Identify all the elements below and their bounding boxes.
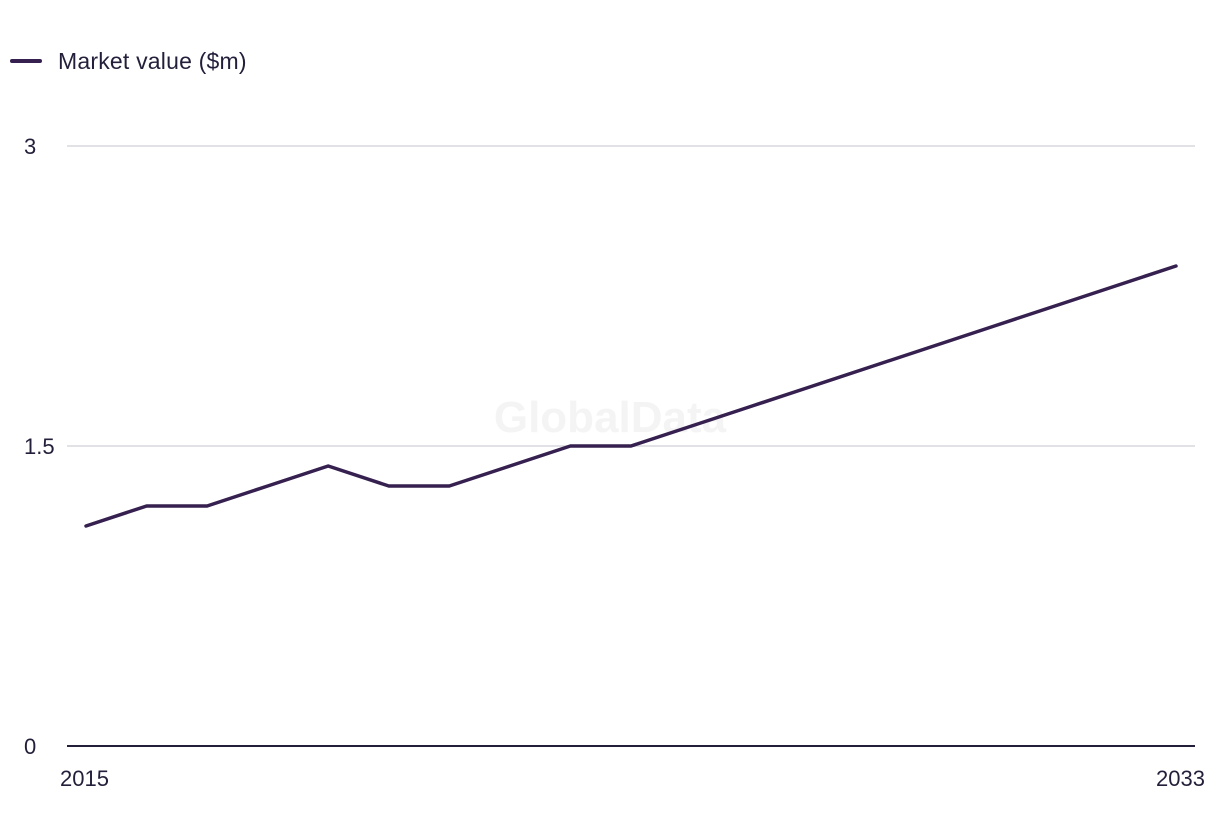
x-axis-ticks: 2015 2033 bbox=[60, 766, 1205, 791]
y-tick-label: 0 bbox=[24, 734, 36, 759]
watermark: GlobalData bbox=[494, 393, 727, 442]
y-tick-label: 1.5 bbox=[24, 434, 55, 459]
legend: Market value ($m) bbox=[10, 46, 247, 76]
legend-swatch bbox=[10, 59, 42, 63]
legend-label: Market value ($m) bbox=[58, 47, 247, 74]
x-tick-label: 2015 bbox=[60, 766, 109, 791]
y-tick-label: 3 bbox=[24, 134, 36, 159]
x-tick-label: 2033 bbox=[1156, 766, 1205, 791]
y-axis-ticks: 01.53 bbox=[24, 134, 55, 759]
series-line-market-value bbox=[84, 264, 1178, 528]
